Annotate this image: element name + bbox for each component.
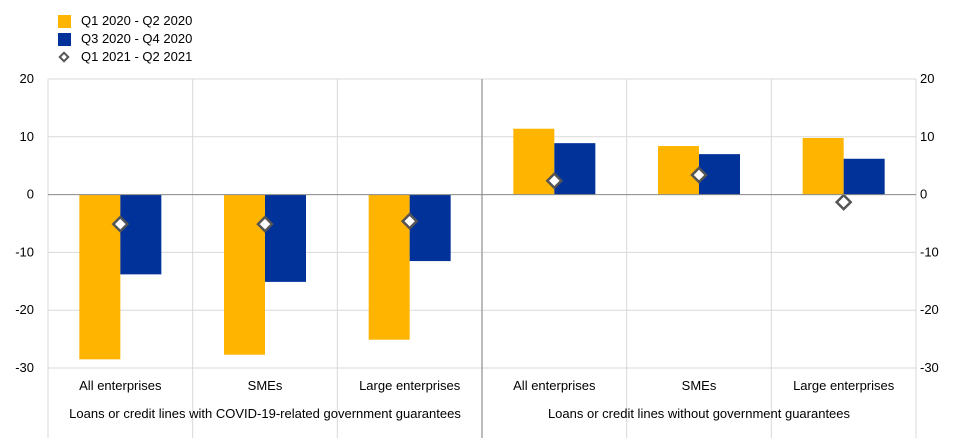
chart-markers (111, 166, 853, 233)
diamond-marker (400, 212, 419, 230)
bar-2 (843, 158, 885, 195)
bar-2 (554, 143, 596, 195)
x-category-label: All enterprises (513, 378, 596, 393)
y-tick-label-right: 10 (920, 129, 934, 144)
x-category-label: Large enterprises (793, 378, 895, 393)
x-category-label: Large enterprises (359, 378, 461, 393)
diamond-marker (545, 171, 564, 190)
x-category-label: SMEs (248, 378, 283, 393)
y-tick-label-left: -30 (15, 360, 34, 375)
x-category-label: All enterprises (79, 378, 162, 393)
y-tick-label-right: 0 (920, 187, 927, 202)
chart-legend: Q1 2020 - Q2 2020 Q3 2020 - Q4 2020 Q1 2… (58, 12, 192, 66)
bar-2 (409, 194, 451, 262)
diamond-marker (256, 215, 274, 233)
y-tick-label-right: 20 (920, 71, 934, 86)
y-tick-label-right: -10 (920, 244, 939, 259)
legend-swatch-series-2 (58, 32, 71, 46)
legend-swatch-series-1 (58, 14, 71, 28)
bar-1 (802, 137, 844, 195)
x-group-label-line: Loans or credit lines with COVID-19-rela… (69, 406, 461, 421)
legend-label-series-1: Q1 2020 - Q2 2020 (81, 13, 193, 28)
legend-item-series-3: Q1 2021 - Q2 2021 (58, 48, 192, 66)
y-tick-label-left: 20 (20, 71, 34, 86)
bar-2 (265, 194, 306, 282)
y-tick-label-right: -20 (920, 302, 939, 317)
y-tick-label-left: -20 (15, 302, 34, 317)
chart-grid (47, 78, 917, 438)
legend-item-series-1: Q1 2020 - Q2 2020 (58, 12, 192, 30)
y-tick-label-right: -30 (920, 360, 939, 375)
diamond-marker (834, 193, 853, 211)
legend-item-series-2: Q3 2020 - Q4 2020 (58, 30, 192, 48)
bar-1 (513, 128, 555, 195)
x-group-label: Loans or credit lines without government… (548, 406, 851, 421)
legend-label-series-2: Q3 2020 - Q4 2020 (81, 31, 193, 46)
y-tick-label-left: 0 (27, 187, 34, 202)
chart-labels: 20 20 10 10 0 0 -10 -10 -20 -20 -30 -30 All enterpri… (15, 71, 939, 421)
bar-1 (658, 146, 699, 195)
x-category-label: SMEs (682, 378, 717, 393)
bar-2 (120, 194, 162, 275)
bar-1 (368, 194, 410, 340)
bar-1 (224, 194, 265, 355)
chart-bars (79, 128, 885, 360)
diamond-marker (690, 166, 708, 184)
y-tick-label-left: 10 (20, 129, 34, 144)
bar-1 (79, 194, 121, 360)
diamond-marker (111, 215, 130, 233)
legend-label-series-3: Q1 2021 - Q2 2021 (81, 49, 193, 64)
x-group-label-line: Loans or credit lines without government… (548, 406, 851, 421)
x-group-label: Loans or credit lines with COVID-19-rela… (69, 406, 461, 421)
y-tick-label-left: -10 (15, 244, 34, 259)
